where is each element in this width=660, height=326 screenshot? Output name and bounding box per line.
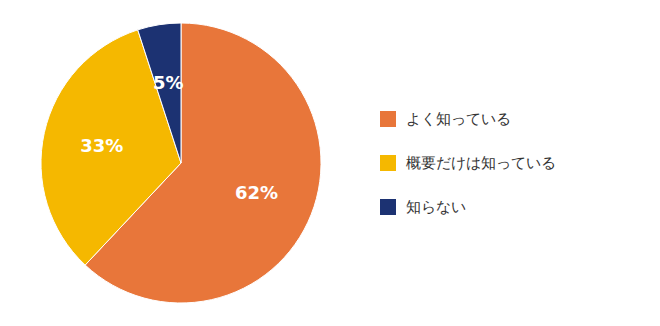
legend-label: 概要だけは知っている xyxy=(406,154,556,172)
legend-swatch xyxy=(380,199,396,215)
chart: 62% 33% 5% よく知っている概要だけは知っている知らない xyxy=(0,0,660,326)
data-label: 5% xyxy=(153,72,184,93)
data-label: 33% xyxy=(80,135,123,156)
legend-swatch xyxy=(380,111,396,127)
slices xyxy=(41,23,321,303)
legend-swatch xyxy=(380,155,396,171)
legend: よく知っている概要だけは知っている知らない xyxy=(380,110,556,216)
chart-container: 62% 33% 5% よく知っている概要だけは知っている知らない xyxy=(0,0,660,326)
data-labels: 62% 33% 5% xyxy=(80,72,278,203)
legend-label: よく知っている xyxy=(406,110,511,128)
data-label: 62% xyxy=(235,182,278,203)
legend-label: 知らない xyxy=(406,198,466,216)
